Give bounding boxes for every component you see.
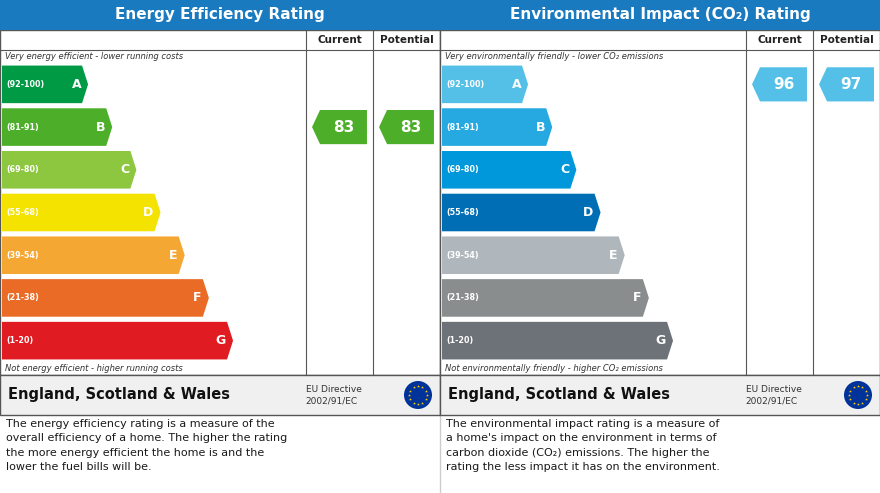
Text: C: C [121, 163, 129, 176]
Bar [0, 30, 440, 375]
Text: (81-91): (81-91) [446, 123, 479, 132]
Text: F: F [634, 291, 642, 305]
Text: England, Scotland & Wales: England, Scotland & Wales [8, 387, 230, 402]
Polygon shape [819, 67, 874, 102]
Text: (92-100): (92-100) [446, 80, 484, 89]
Text: Not environmentally friendly - higher CO₂ emissions: Not environmentally friendly - higher CO… [445, 364, 663, 373]
Text: (1-20): (1-20) [446, 336, 473, 345]
Text: D: D [143, 206, 153, 219]
Text: 97: 97 [840, 77, 862, 92]
Text: (21-38): (21-38) [6, 293, 39, 302]
Circle shape [404, 381, 432, 409]
Text: G: G [656, 334, 666, 347]
Text: Not energy efficient - higher running costs: Not energy efficient - higher running co… [5, 364, 183, 373]
Text: Current: Current [317, 35, 362, 45]
Text: Current: Current [757, 35, 802, 45]
Text: (39-54): (39-54) [446, 251, 479, 260]
Polygon shape [442, 66, 528, 103]
Text: (55-68): (55-68) [6, 208, 39, 217]
Text: (1-20): (1-20) [6, 336, 33, 345]
Text: (69-80): (69-80) [446, 165, 479, 175]
Polygon shape [2, 66, 88, 103]
Text: B: B [536, 121, 546, 134]
Polygon shape [2, 322, 233, 359]
Text: (69-80): (69-80) [6, 165, 39, 175]
Text: Energy Efficiency Rating: Energy Efficiency Rating [115, 7, 325, 23]
Text: The environmental impact rating is a measure of
a home's impact on the environme: The environmental impact rating is a mea… [446, 419, 720, 472]
Text: (92-100): (92-100) [6, 80, 44, 89]
Text: EU Directive
2002/91/EC: EU Directive 2002/91/EC [745, 385, 802, 405]
Text: 83: 83 [400, 120, 422, 135]
Polygon shape [2, 151, 136, 189]
Polygon shape [442, 151, 576, 189]
Bar [0, 0, 440, 30]
Text: (21-38): (21-38) [446, 293, 479, 302]
Text: A: A [511, 78, 521, 91]
Text: Very energy efficient - lower running costs: Very energy efficient - lower running co… [5, 52, 183, 61]
Text: The energy efficiency rating is a measure of the
overall efficiency of a home. T: The energy efficiency rating is a measur… [6, 419, 287, 472]
Polygon shape [2, 237, 185, 274]
Polygon shape [442, 322, 673, 359]
Polygon shape [312, 110, 367, 144]
Text: C: C [561, 163, 569, 176]
Text: D: D [583, 206, 593, 219]
Bar [0, 375, 440, 415]
Text: E: E [609, 248, 618, 262]
Text: (81-91): (81-91) [6, 123, 39, 132]
Polygon shape [442, 194, 600, 231]
Polygon shape [752, 67, 807, 102]
Text: Potential: Potential [379, 35, 433, 45]
Polygon shape [442, 279, 649, 317]
Text: Potential: Potential [819, 35, 873, 45]
Text: EU Directive
2002/91/EC: EU Directive 2002/91/EC [305, 385, 362, 405]
Polygon shape [442, 237, 625, 274]
Text: 96: 96 [773, 77, 794, 92]
Text: F: F [194, 291, 202, 305]
Polygon shape [379, 110, 434, 144]
Text: B: B [96, 121, 106, 134]
Circle shape [844, 381, 872, 409]
Polygon shape [2, 108, 113, 146]
Text: (39-54): (39-54) [6, 251, 39, 260]
Text: 83: 83 [333, 120, 354, 135]
Text: England, Scotland & Wales: England, Scotland & Wales [448, 387, 670, 402]
Polygon shape [442, 108, 553, 146]
Polygon shape [2, 194, 160, 231]
Text: Environmental Impact (CO₂) Rating: Environmental Impact (CO₂) Rating [510, 7, 810, 23]
Text: A: A [71, 78, 81, 91]
Bar [440, 0, 880, 30]
Text: Very environmentally friendly - lower CO₂ emissions: Very environmentally friendly - lower CO… [445, 52, 664, 61]
Polygon shape [2, 279, 209, 317]
Text: E: E [169, 248, 178, 262]
Text: G: G [216, 334, 226, 347]
Bar [440, 30, 880, 375]
Text: (55-68): (55-68) [446, 208, 479, 217]
Bar [440, 375, 880, 415]
